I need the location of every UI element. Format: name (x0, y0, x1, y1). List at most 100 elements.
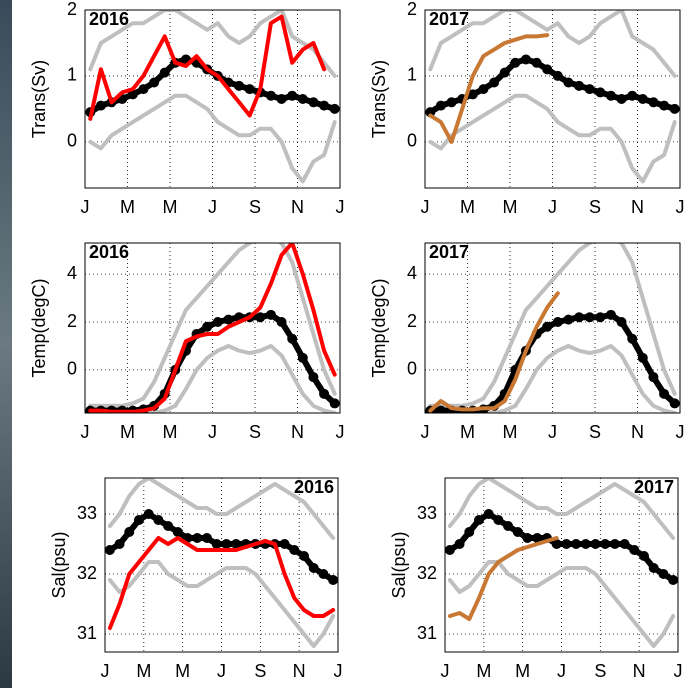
series-marker (484, 509, 494, 519)
x-tick-label: J (674, 661, 683, 681)
x-tick-label: M (460, 197, 475, 217)
series-marker (436, 101, 446, 111)
x-tick-label: M (163, 422, 178, 442)
series-marker (532, 58, 542, 68)
series-marker (500, 68, 510, 78)
x-tick-label: M (503, 422, 518, 442)
panel-title: 2016 (89, 9, 129, 29)
series-marker (474, 515, 484, 525)
series-marker (464, 527, 474, 537)
series-marker (153, 515, 163, 525)
panel-title: 2017 (429, 9, 469, 29)
y-tick-label: 32 (417, 563, 437, 583)
y-axis-label: Sal(psu) (389, 531, 409, 598)
series-marker (585, 312, 595, 322)
series-marker (105, 545, 115, 555)
x-tick-label: M (120, 197, 135, 217)
y-tick-label: 2 (407, 0, 417, 19)
series-marker (287, 334, 297, 344)
x-tick-label: J (421, 422, 430, 442)
x-tick-label: S (589, 422, 601, 442)
series-marker (659, 389, 669, 399)
y-tick-label: 0 (407, 131, 417, 151)
x-tick-label: J (676, 422, 685, 442)
series-marker (319, 389, 329, 399)
series-marker (330, 398, 340, 408)
series-marker (627, 91, 637, 101)
series-marker (629, 545, 639, 555)
series-marker (542, 64, 552, 74)
series-marker (606, 91, 616, 101)
series-marker (138, 84, 148, 94)
y-axis-label: Sal(psu) (49, 531, 69, 598)
series-marker (330, 104, 340, 114)
series-marker (617, 317, 627, 327)
x-tick-label: J (334, 661, 343, 681)
x-tick-label: J (81, 422, 90, 442)
series-marker (638, 94, 648, 104)
y-tick-label: 2 (67, 311, 77, 331)
series-marker (289, 545, 299, 555)
series-marker (318, 569, 328, 579)
series-marker (298, 94, 308, 104)
series-marker (489, 78, 499, 88)
series-marker (115, 539, 125, 549)
x-tick-label: N (631, 422, 644, 442)
x-tick-label: J (421, 197, 430, 217)
y-tick-label: 31 (417, 623, 437, 643)
y-tick-label: 2 (67, 0, 77, 19)
series-marker (134, 515, 144, 525)
x-tick-label: M (175, 661, 190, 681)
series-marker (455, 539, 465, 549)
panel-title: 2017 (634, 477, 674, 497)
x-tick-label: M (460, 422, 475, 442)
series-marker (299, 551, 309, 561)
y-tick-label: 4 (407, 263, 417, 283)
x-tick-label: N (293, 661, 306, 681)
series-marker (309, 563, 319, 573)
x-tick-label: M (136, 661, 151, 681)
series-marker (639, 551, 649, 561)
series-marker (493, 515, 503, 525)
series-marker (670, 104, 680, 114)
series-marker (595, 87, 605, 97)
x-tick-label: J (676, 197, 685, 217)
series-marker (319, 101, 329, 111)
series-marker (617, 94, 627, 104)
x-tick-label: J (217, 661, 226, 681)
series-marker (581, 539, 591, 549)
series-marker (553, 317, 563, 327)
x-tick-label: M (163, 197, 178, 217)
x-tick-label: S (589, 197, 601, 217)
y-tick-label: 33 (77, 503, 97, 523)
x-tick-label: J (557, 661, 566, 681)
x-tick-label: J (336, 422, 345, 442)
series-marker (308, 372, 318, 382)
series-marker (478, 84, 488, 94)
series-marker (277, 317, 287, 327)
x-tick-label: N (291, 197, 304, 217)
series-marker (561, 539, 571, 549)
series-marker (523, 533, 533, 543)
series-marker (649, 563, 659, 573)
x-tick-label: S (249, 422, 261, 442)
x-tick-label: M (515, 661, 530, 681)
series-marker (245, 84, 255, 94)
panel-title: 2016 (89, 242, 129, 262)
series-marker (627, 334, 637, 344)
y-tick-label: 33 (417, 503, 437, 523)
panel-title: 2017 (429, 242, 469, 262)
series-marker (234, 81, 244, 91)
x-tick-label: M (503, 197, 518, 217)
series-marker (553, 71, 563, 81)
series-marker (595, 312, 605, 322)
series-marker (571, 539, 581, 549)
x-tick-label: J (548, 422, 557, 442)
y-tick-label: 32 (77, 563, 97, 583)
series-marker (96, 101, 106, 111)
y-tick-label: 1 (407, 65, 417, 85)
x-tick-label: J (101, 661, 110, 681)
x-tick-label: M (476, 661, 491, 681)
series-marker (574, 81, 584, 91)
series-marker (266, 91, 276, 101)
